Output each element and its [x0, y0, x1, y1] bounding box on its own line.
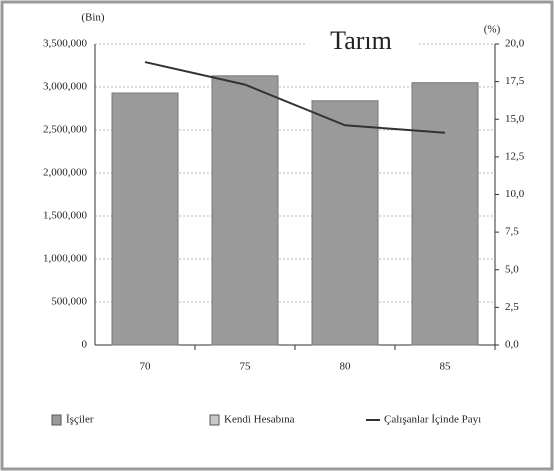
- x-tick-label: 80: [340, 361, 352, 373]
- y2-tick-label: 10,0: [505, 188, 525, 200]
- x-tick-label: 70: [140, 361, 152, 373]
- y-axis-label: (Bin): [81, 12, 105, 24]
- y2-tick-label: 7,5: [505, 226, 519, 238]
- legend-label: Çalışanlar İçinde Payı: [384, 414, 481, 426]
- y2-axis-label: (%): [484, 24, 501, 36]
- chart-title: Tarım: [330, 26, 392, 55]
- bar: [411, 82, 479, 346]
- y-tick-label: 1,000,000: [43, 253, 88, 265]
- y-tick-label: 3,500,000: [43, 38, 88, 50]
- title-bg: [305, 28, 417, 58]
- bar: [211, 75, 279, 346]
- legend-label: İşçiler: [66, 414, 94, 426]
- y2-tick-label: 15,0: [505, 113, 525, 125]
- legend-label: Kendi Hesabına: [224, 414, 295, 426]
- y-tick-label: 0: [82, 339, 88, 351]
- y-tick-label: 2,500,000: [43, 124, 88, 136]
- line: [144, 61, 446, 134]
- x-tick-label: 85: [440, 361, 452, 373]
- y2-tick-label: 20,0: [505, 38, 525, 50]
- bar: [111, 92, 179, 346]
- bar: [311, 100, 379, 346]
- y-tick-label: 500,000: [51, 296, 87, 308]
- y-tick-label: 2,000,000: [43, 167, 88, 179]
- y2-tick-label: 17,5: [505, 75, 525, 87]
- y-tick-label: 3,000,000: [43, 81, 88, 93]
- y2-tick-label: 5,0: [505, 263, 519, 275]
- legend-swatch: [209, 414, 220, 426]
- y2-tick-label: 2,5: [505, 301, 519, 313]
- y-tick-label: 1,500,000: [43, 210, 88, 222]
- y2-tick-label: 0,0: [505, 339, 519, 351]
- legend-swatch: [51, 414, 62, 426]
- x-tick-label: 75: [240, 361, 252, 373]
- y2-tick-label: 12,5: [505, 150, 525, 162]
